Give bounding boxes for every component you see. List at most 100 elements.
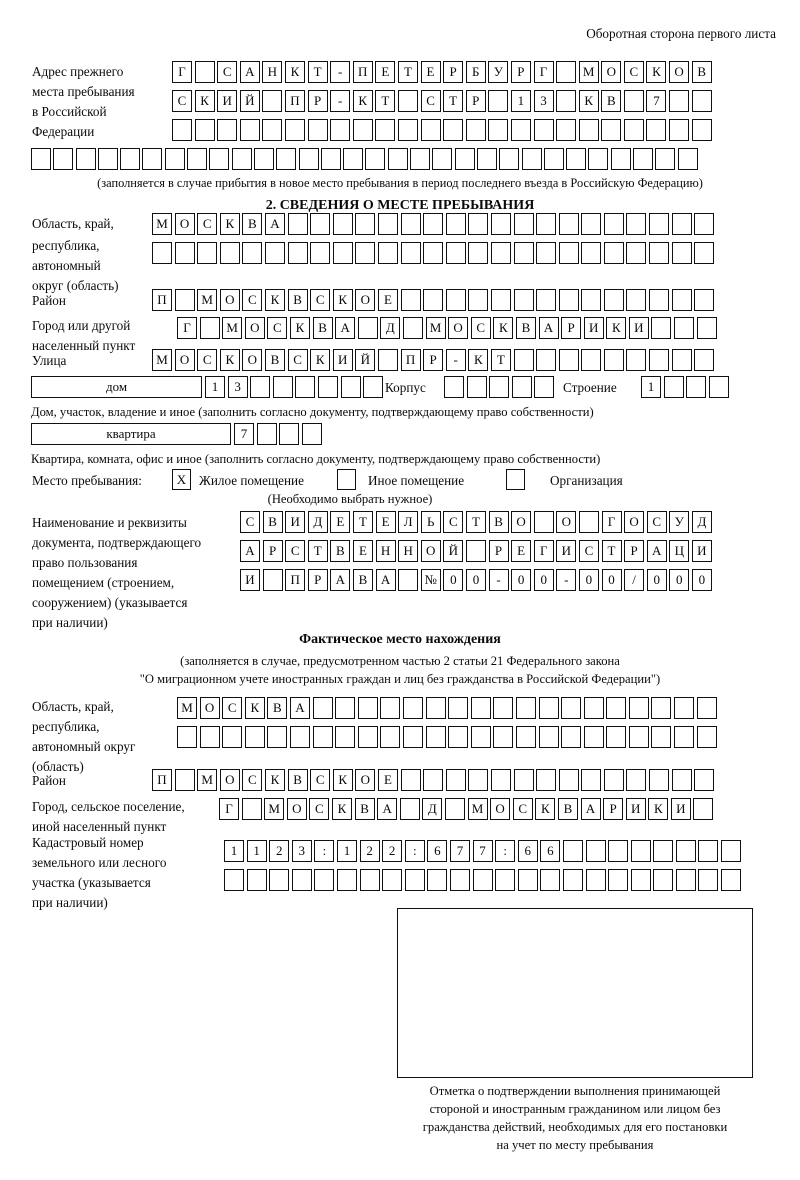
street-row-char-22[interactable]: [626, 349, 647, 371]
region-row-1-char-5[interactable]: В: [242, 213, 263, 235]
doc-row-2-char-5[interactable]: В: [330, 540, 351, 562]
actual-region-row-2-char-3[interactable]: [222, 726, 243, 748]
region-row-2-char-19[interactable]: [558, 242, 579, 264]
district-row-char-18[interactable]: [536, 289, 557, 311]
prev-address-row-1-char-11[interactable]: Т: [397, 61, 418, 83]
prev-address-row-1-char-22[interactable]: К: [646, 61, 667, 83]
doc-row-2-char-11[interactable]: [465, 540, 486, 562]
region-row-1-char-18[interactable]: [536, 213, 557, 235]
region-row-1-char-17[interactable]: [513, 213, 534, 235]
actual-region-row-1-char-6[interactable]: А: [289, 697, 310, 719]
street-row-char-7[interactable]: С: [287, 349, 308, 371]
region-row-1-char-14[interactable]: [445, 213, 466, 235]
actual-city-row-char-18[interactable]: Р: [603, 798, 624, 820]
actual-region-row-1-char-21[interactable]: [628, 697, 649, 719]
cadastral-row-1-char-12[interactable]: 7: [472, 840, 493, 862]
doc-row-3-char-12[interactable]: -: [488, 569, 509, 591]
actual-region-row-2-char-21[interactable]: [628, 726, 649, 748]
region-row-2-char-20[interactable]: [581, 242, 602, 264]
actual-district-row-char-11[interactable]: Е: [377, 769, 398, 791]
prev-address-row-2-char-24[interactable]: [691, 90, 712, 112]
actual-region-row-2-char-2[interactable]: [199, 726, 220, 748]
doc-row-3-char-21[interactable]: 0: [691, 569, 712, 591]
actual-region-row-2-char-4[interactable]: [244, 726, 265, 748]
district-row-char-9[interactable]: К: [332, 289, 353, 311]
prev-address-row-3-char-4[interactable]: [239, 119, 260, 141]
doc-row-1-char-15[interactable]: О: [556, 511, 577, 533]
prev-address-row-2-char-7[interactable]: Р: [307, 90, 328, 112]
region-row-1-char-24[interactable]: [671, 213, 692, 235]
cadastral-row-2-char-2[interactable]: [246, 869, 267, 891]
prev-address-row-2-char-4[interactable]: Й: [239, 90, 260, 112]
doc-row-1-char-13[interactable]: О: [511, 511, 532, 533]
actual-region-row-1-char-14[interactable]: [470, 697, 491, 719]
actual-region-row-1-char-19[interactable]: [583, 697, 604, 719]
prev-address-row-4-char-14[interactable]: [320, 148, 341, 170]
region-row-2-char-25[interactable]: [694, 242, 715, 264]
region-row-1-char-4[interactable]: К: [219, 213, 240, 235]
actual-district-row-char-5[interactable]: С: [242, 769, 263, 791]
doc-row-1-char-4[interactable]: Д: [307, 511, 328, 533]
prev-address-row-4-char-7[interactable]: [164, 148, 185, 170]
prev-address-row-3-char-12[interactable]: [420, 119, 441, 141]
city-row-char-14[interactable]: С: [470, 317, 491, 339]
district-row-char-5[interactable]: С: [242, 289, 263, 311]
prev-address-row-4-char-23[interactable]: [521, 148, 542, 170]
street-row-char-4[interactable]: К: [219, 349, 240, 371]
prev-address-row-4-char-8[interactable]: [187, 148, 208, 170]
prev-address-row-1-char-3[interactable]: С: [217, 61, 238, 83]
cadastral-row-2-char-15[interactable]: [540, 869, 561, 891]
prev-address-row-1-char-12[interactable]: Е: [420, 61, 441, 83]
doc-row-1-char-6[interactable]: Т: [352, 511, 373, 533]
prev-address-row-1-char-6[interactable]: К: [284, 61, 305, 83]
cadastral-row-1-char-22[interactable]: [698, 840, 719, 862]
confirmation-stamp-box[interactable]: [397, 908, 753, 1078]
prev-address-row-4-char-29[interactable]: [655, 148, 676, 170]
district-row-char-3[interactable]: М: [197, 289, 218, 311]
prev-address-row-1-char-21[interactable]: С: [623, 61, 644, 83]
region-row-1-char-1[interactable]: М: [152, 213, 172, 235]
actual-city-row-char-20[interactable]: К: [648, 798, 669, 820]
actual-district-row-char-9[interactable]: К: [332, 769, 353, 791]
actual-region-row-2-char-20[interactable]: [606, 726, 627, 748]
actual-district-row-char-25[interactable]: [694, 769, 715, 791]
district-row-char-17[interactable]: [513, 289, 534, 311]
district-row-char-1[interactable]: П: [152, 289, 172, 311]
region-row-2-char-14[interactable]: [445, 242, 466, 264]
cadastral-row-1-char-8[interactable]: 2: [382, 840, 403, 862]
prev-address-row-4-char-9[interactable]: [209, 148, 230, 170]
actual-city-row-char-6[interactable]: К: [331, 798, 352, 820]
actual-city-row-char-7[interactable]: В: [354, 798, 375, 820]
city-row-char-3[interactable]: М: [222, 317, 243, 339]
prev-address-row-3-char-23[interactable]: [669, 119, 690, 141]
prev-address-row-2-char-23[interactable]: [669, 90, 690, 112]
prev-address-row-3-char-10[interactable]: [375, 119, 396, 141]
prev-address-row-4-char-2[interactable]: [53, 148, 74, 170]
region-row-1-char-20[interactable]: [581, 213, 602, 235]
actual-region-row-1-char-23[interactable]: [674, 697, 695, 719]
prev-address-row-1-char-18[interactable]: [556, 61, 577, 83]
prev-address-row-1-char-10[interactable]: Е: [375, 61, 396, 83]
actual-region-row-1-char-20[interactable]: [606, 697, 627, 719]
doc-row-1-char-3[interactable]: И: [285, 511, 306, 533]
region-row-1-char-7[interactable]: [287, 213, 308, 235]
district-row-char-24[interactable]: [671, 289, 692, 311]
prev-address-row-4-char-21[interactable]: [476, 148, 497, 170]
house-number-cells-char-5[interactable]: [295, 376, 316, 398]
district-row-char-11[interactable]: Е: [377, 289, 398, 311]
prev-address-row-4[interactable]: [31, 148, 700, 170]
actual-city-row-char-22[interactable]: [693, 798, 714, 820]
doc-row-1-char-16[interactable]: [578, 511, 599, 533]
district-row-char-15[interactable]: [468, 289, 489, 311]
street-row-char-14[interactable]: -: [445, 349, 466, 371]
doc-row-1-char-20[interactable]: У: [669, 511, 690, 533]
region-row-2-char-16[interactable]: [490, 242, 511, 264]
doc-row-3-char-13[interactable]: 0: [511, 569, 532, 591]
cadastral-row-1-char-7[interactable]: 2: [359, 840, 380, 862]
